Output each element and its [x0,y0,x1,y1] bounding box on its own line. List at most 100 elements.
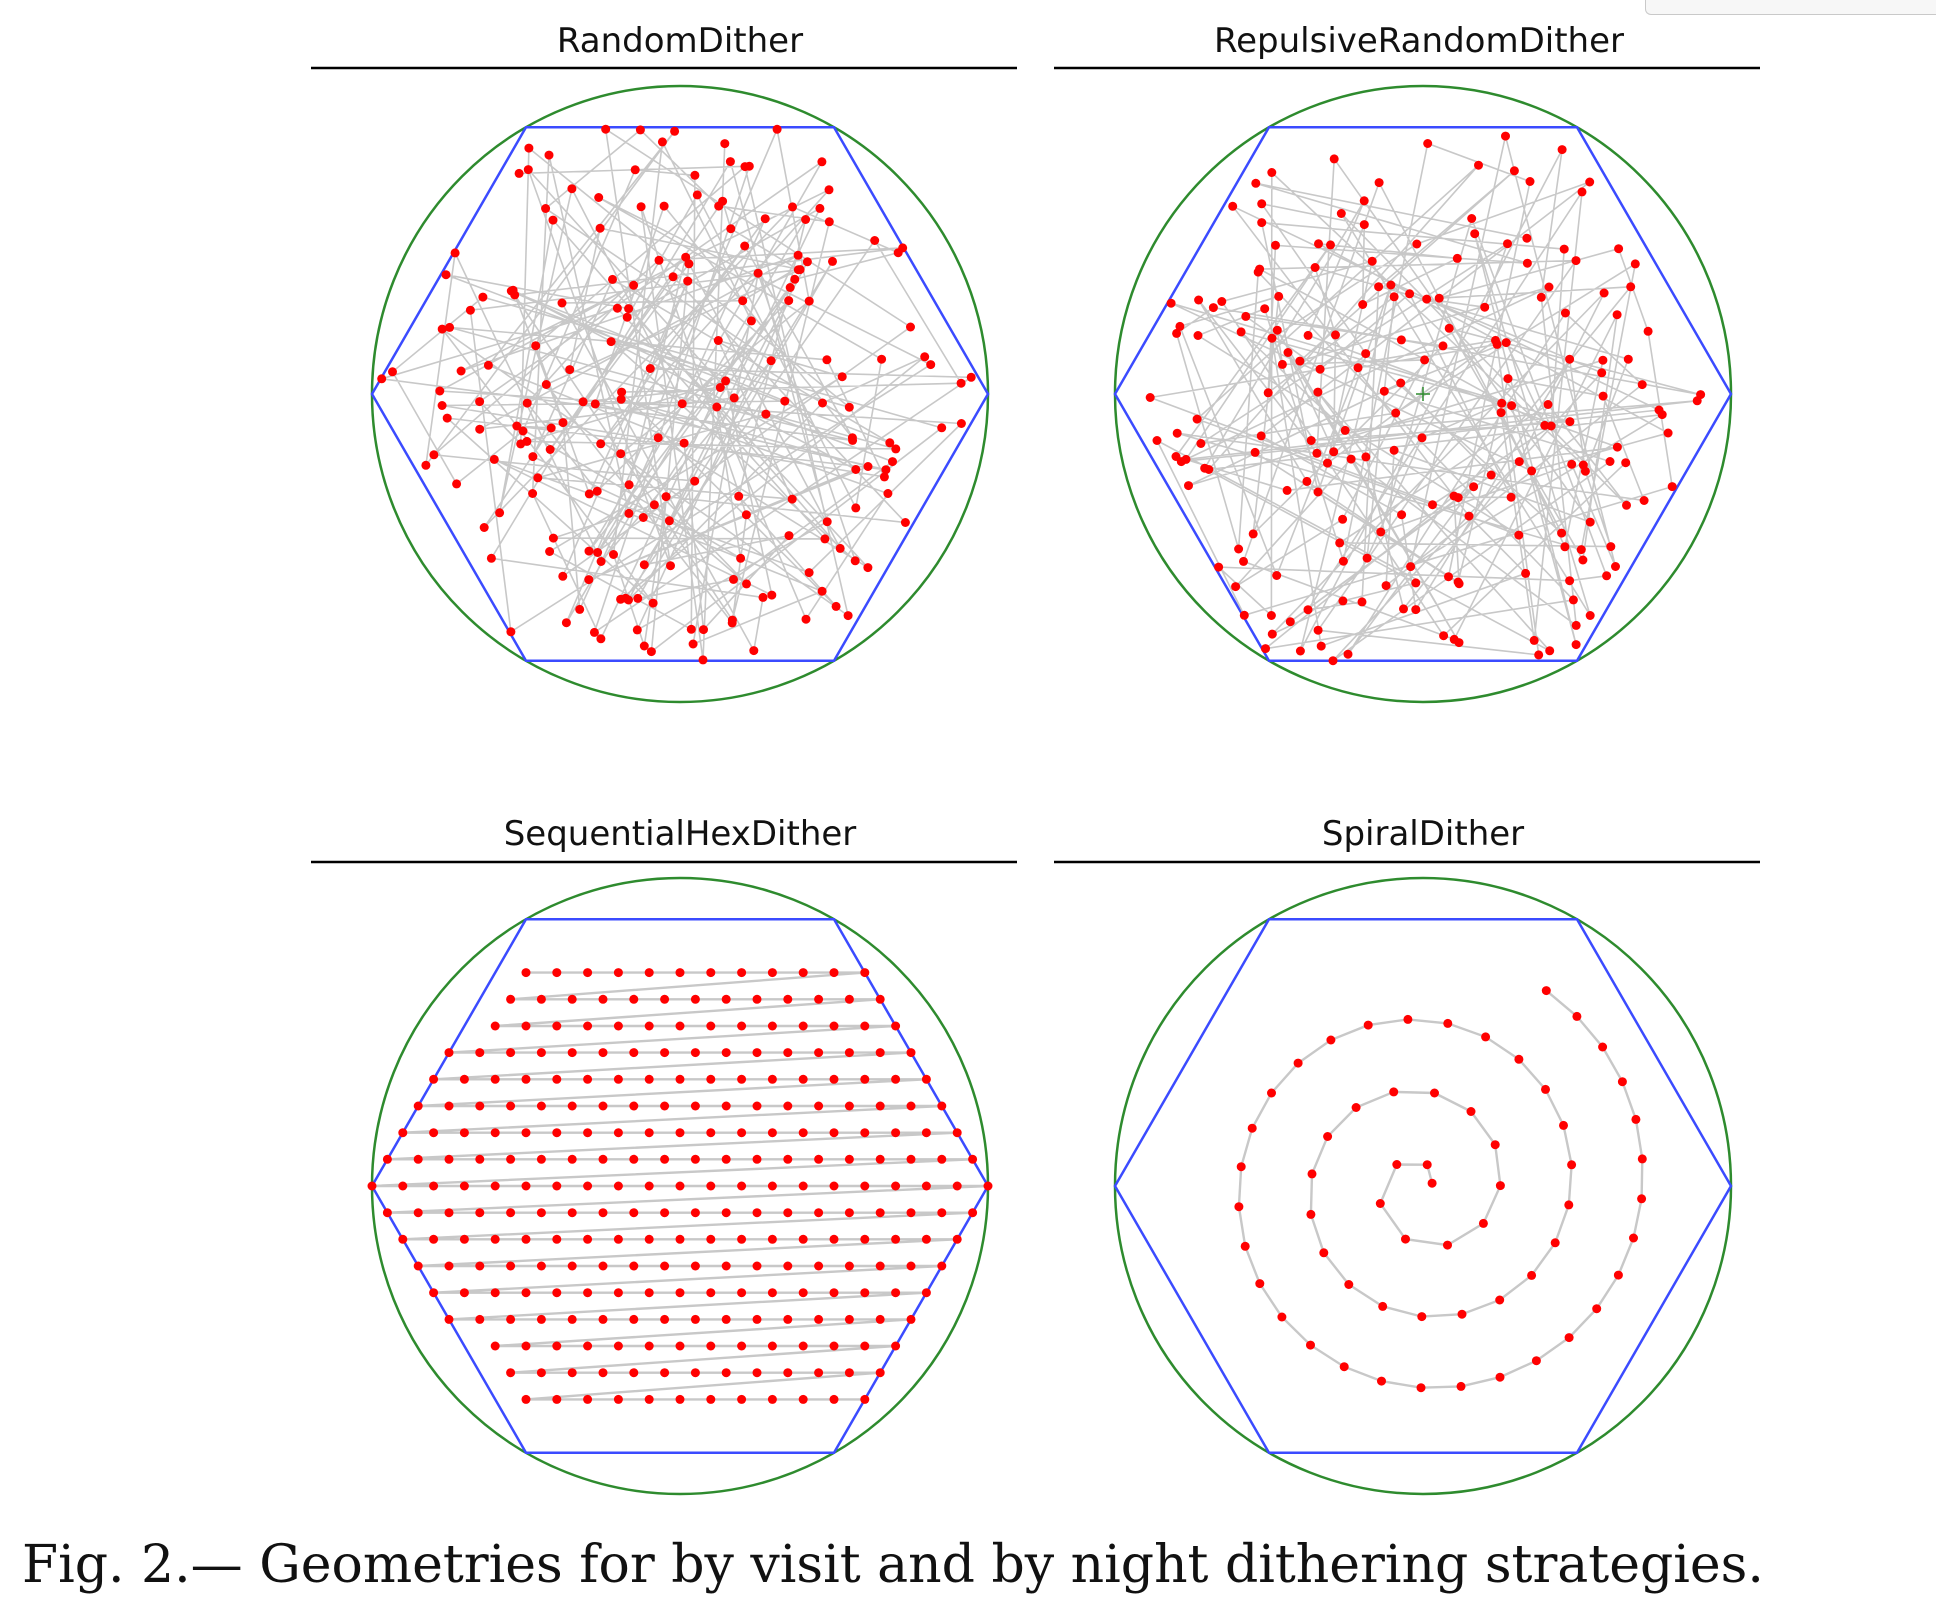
dither-point [644,1128,654,1138]
dither-point [1501,131,1510,141]
dither-point [737,1181,747,1191]
dither-point [844,1314,854,1324]
dither-point [1303,605,1313,615]
dither-point [1176,457,1186,467]
dither-point [906,1208,916,1218]
dither-point [1496,408,1506,418]
dither-point [706,1074,716,1084]
dither-point [767,1128,777,1138]
dither-point [1193,331,1203,340]
dither-point [1490,1140,1500,1150]
dither-point [1313,487,1323,497]
dither-point [612,303,622,313]
dither-point [548,533,558,543]
dither-point [829,1021,839,1031]
dither-point [1449,491,1459,501]
dither-point [444,1261,454,1271]
dither-point [490,1234,500,1244]
dither-point [490,1074,500,1084]
dither-point [752,1101,762,1111]
dither-point [660,1368,670,1378]
dither-point [1377,1376,1386,1386]
dither-point [1397,510,1407,520]
dither-point [675,1021,685,1031]
dither-point [660,1314,670,1324]
dither-point [891,1074,901,1084]
dither-point [804,568,814,578]
dither-point [815,203,825,213]
dither-point [1622,500,1631,510]
dither-point [690,1101,700,1111]
dither-point [495,508,505,518]
dither-point [1534,650,1544,660]
dither-point [1251,178,1261,188]
dither-point [1509,166,1519,176]
dither-point [1346,454,1356,464]
dither-point [829,1074,839,1084]
dither-point [506,1101,516,1111]
dither-point [644,1074,654,1084]
dither-point [968,1208,978,1218]
dither-point [521,1074,531,1084]
dither-point [863,563,873,573]
dither-point [506,1048,516,1058]
dither-point [1480,302,1490,312]
dither-point [541,204,551,213]
dither-point [635,125,645,135]
dither-point [1514,1054,1524,1064]
dither-point [1585,517,1595,527]
dither-point [629,1154,639,1164]
dither-point [444,1314,454,1324]
dither-point [921,1288,931,1298]
dither-point [670,126,680,136]
dither-point [1506,492,1516,502]
dither-point [624,480,634,490]
dither-point [844,1101,854,1111]
plot-area [367,876,993,1496]
dither-point [629,280,639,290]
dither-point [1464,511,1474,521]
dither-point [1194,295,1204,305]
dither-point [636,202,646,212]
dither-point [583,1341,593,1351]
dither-point [1272,325,1282,335]
dither-point [1427,1178,1437,1188]
dither-point [1302,476,1312,486]
dither-point [956,378,966,388]
dither-point [814,1208,824,1218]
dither-point [752,1314,762,1324]
dither-point [766,356,776,366]
dither-point [567,994,577,1004]
dither-point [668,272,678,282]
dither-point [893,248,903,258]
dither-point [552,1181,562,1191]
dither-point [1323,1132,1333,1141]
dither-point [1567,1160,1577,1170]
dither-point [639,560,649,570]
dither-point [1403,1014,1413,1024]
dither-point [1444,323,1454,333]
dither-point [1310,263,1320,272]
dither-point [1401,1234,1410,1244]
dither-point [860,968,870,978]
dither-point [818,398,827,408]
dither-point [1564,1200,1574,1210]
dither-point [1386,280,1396,290]
dither-point [1536,292,1546,302]
dither-point [521,968,531,978]
dither-point [475,1154,485,1164]
dither-point [675,1181,685,1191]
dither-point [727,618,737,628]
dither-point [521,1128,531,1138]
dither-point [1307,1169,1317,1179]
dither-point [860,1234,870,1244]
dither-point [1423,139,1433,148]
dither-point [565,365,575,375]
dither-point [879,472,889,482]
dither-point [850,556,860,566]
dither-point [891,1128,901,1138]
dither-point [1411,578,1421,588]
dither-point [583,1234,593,1244]
dither-point [921,1128,931,1138]
dither-point [737,1021,747,1031]
